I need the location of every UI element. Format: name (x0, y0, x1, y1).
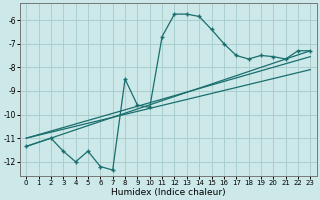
X-axis label: Humidex (Indice chaleur): Humidex (Indice chaleur) (111, 188, 226, 197)
